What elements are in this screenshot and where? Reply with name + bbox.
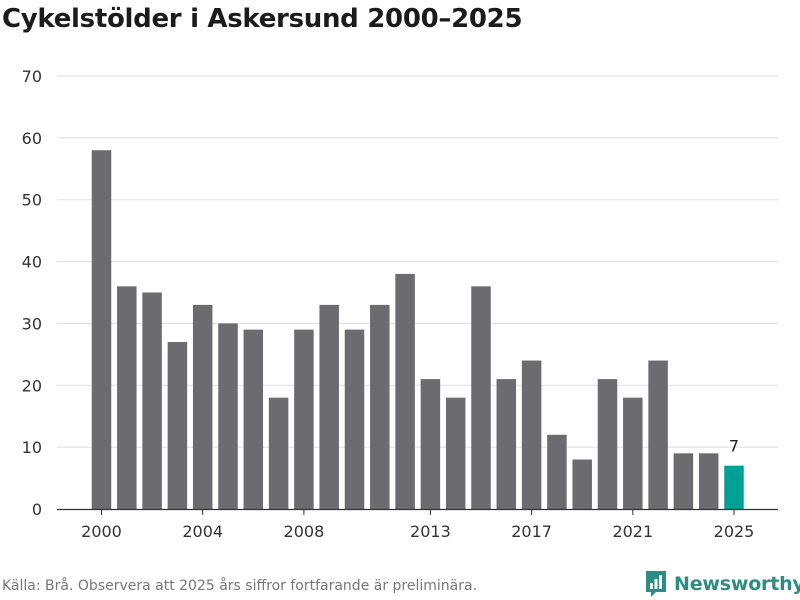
brand-logo[interactable]: Newsworthy [644,570,800,598]
bar-2007[interactable] [268,397,289,509]
bar-2023[interactable] [673,453,694,509]
bar-2001[interactable] [117,286,137,509]
bar-2002[interactable] [142,292,162,510]
bar-2018[interactable] [547,434,567,509]
y-tick-label: 0 [32,500,42,519]
bar-2012[interactable] [395,273,415,509]
x-tick-label: 2013 [410,522,451,541]
y-tick-label: 40 [22,253,42,272]
gridlines [57,75,778,448]
bar-2014[interactable] [445,397,466,509]
x-tick-label: 2008 [284,522,325,541]
source-note: Källa: Brå. Observera att 2025 års siffr… [2,578,478,594]
bar-2009[interactable] [319,304,339,509]
bar-2003[interactable] [167,341,188,509]
bars [91,150,744,510]
bar-2010[interactable] [344,329,365,509]
bar-2015[interactable] [471,286,491,509]
chart-title: Cykelstölder i Askersund 2000–2025 [2,4,523,34]
x-tick-label: 2021 [612,522,653,541]
bar-2022[interactable] [648,360,668,509]
y-tick-label: 50 [22,191,42,210]
x-tick-label: 2017 [511,522,552,541]
y-tick-label: 10 [22,438,42,457]
bar-2024[interactable] [698,453,719,509]
bar-2021[interactable] [623,397,643,509]
brand-name: Newsworthy [674,573,800,595]
y-tick-label: 30 [22,314,42,333]
x-axis: 2000 2004 2008 2013 2017 2021 2025 [57,508,778,541]
data-labels: 7 [729,437,739,456]
bar-2016[interactable] [496,379,517,509]
x-tick-label: 2025 [714,522,755,541]
bar-2020[interactable] [597,379,618,509]
bar-2005[interactable] [218,323,238,509]
data-label-2025: 7 [729,437,739,456]
bar-2019[interactable] [572,459,592,509]
bar-2011[interactable] [370,304,390,509]
bar-2008[interactable] [294,329,314,509]
bar-2000[interactable] [91,150,112,509]
y-tick-label: 70 [22,67,42,86]
newsworthy-logo-icon [646,571,666,597]
bar-2004[interactable] [192,304,213,509]
bar-2006[interactable] [243,329,264,509]
y-tick-label: 60 [22,129,42,148]
x-tick-label: 2000 [81,522,122,541]
bar-2013[interactable] [420,379,441,509]
y-tick-label: 20 [22,376,42,395]
x-tick-label: 2004 [182,522,223,541]
y-axis-tick-labels: 0 10 20 30 40 50 60 70 [22,67,42,519]
bar-2025[interactable] [724,465,744,509]
bar-2017[interactable] [521,360,542,509]
